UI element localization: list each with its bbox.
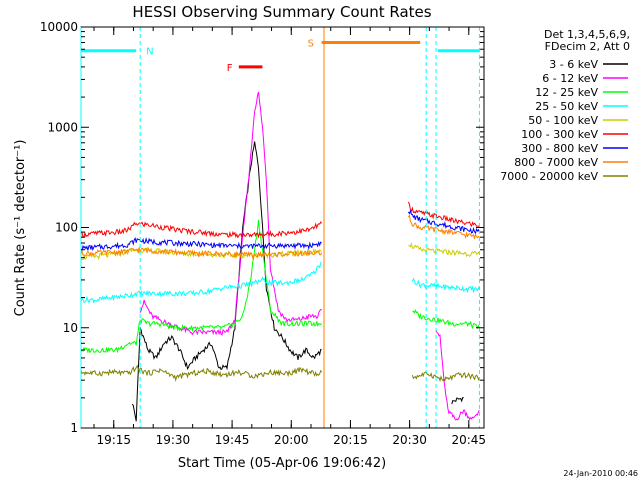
series-line-segment xyxy=(408,242,480,258)
flag-label: S xyxy=(308,39,314,50)
series-line-segment xyxy=(80,261,322,304)
series-line-segment xyxy=(411,370,480,383)
legend-label: 25 - 50 keV xyxy=(535,100,598,113)
legend-label: 3 - 6 keV xyxy=(549,58,598,71)
x-tick-label: 20:00 xyxy=(274,433,309,447)
series-line-segment xyxy=(435,330,480,421)
series-line-segment xyxy=(131,141,322,422)
legend-label: 7000 - 20000 keV xyxy=(500,170,598,183)
series-line-segment xyxy=(407,209,480,235)
series-line-segment xyxy=(81,237,322,252)
flag-label: N xyxy=(146,47,153,58)
x-tick-label: 19:15 xyxy=(96,433,131,447)
legend-label: 800 - 7000 keV xyxy=(514,156,598,169)
plot-frame-layer: N F S xyxy=(81,27,480,428)
series-line-segment xyxy=(80,221,323,239)
series-7000-20000-kev xyxy=(80,364,480,383)
series-line-segment xyxy=(139,91,322,336)
x-tick-label: 19:30 xyxy=(156,433,191,447)
legend-header: Det 1,3,4,5,6,9, xyxy=(544,28,630,41)
series-line-segment xyxy=(411,277,480,294)
series-12-25-kev xyxy=(80,219,480,354)
legend-label: 6 - 12 keV xyxy=(542,72,598,85)
series-line-segment xyxy=(407,201,480,228)
y-tick-label: 10000 xyxy=(40,20,78,34)
legend-label: 50 - 100 keV xyxy=(528,114,598,127)
series-800-7000-kev xyxy=(80,214,480,260)
series-50-100-kev xyxy=(80,242,480,261)
series-line-segment xyxy=(80,246,323,260)
data-layer xyxy=(80,91,480,422)
series-line-segment xyxy=(412,309,480,330)
legend-label: 100 - 300 keV xyxy=(521,128,598,141)
series-3-6-kev xyxy=(131,141,464,422)
legend-label: 12 - 25 keV xyxy=(535,86,598,99)
y-tick-label: 10 xyxy=(63,321,78,335)
x-tick-label: 20:45 xyxy=(451,433,486,447)
series-line-segment xyxy=(80,219,322,354)
y-tick-label: 1 xyxy=(70,421,78,435)
series-100-300-kev xyxy=(80,201,480,239)
x-tick-label: 20:15 xyxy=(333,433,368,447)
series-300-800-kev xyxy=(81,209,480,252)
series-line-segment xyxy=(80,364,323,382)
legend-header: FDecim 2, Att 0 xyxy=(545,40,630,53)
axis-layer: 1 10 100 1000 10000 19:15 19:30 19:45 20:00 20:15… xyxy=(40,20,486,447)
series-line-segment xyxy=(407,214,480,240)
footer-date: 24-Jan-2010 00:46 xyxy=(563,469,638,478)
y-tick-label: 1000 xyxy=(47,120,78,134)
flag-label: F xyxy=(227,63,233,74)
legend: Det 1,3,4,5,6,9,FDecim 2, Att 0 3 - 6 keV… xyxy=(500,28,630,183)
series-line-segment xyxy=(451,397,464,405)
series-6-12-kev xyxy=(139,91,480,421)
x-axis-label: Start Time (05-Apr-06 19:06:42) xyxy=(178,456,386,471)
chart-title: HESSI Observing Summary Count Rates xyxy=(132,3,431,21)
x-tick-label: 20:30 xyxy=(392,433,427,447)
x-tick-label: 19:45 xyxy=(215,433,250,447)
y-tick-label: 100 xyxy=(55,221,78,235)
legend-label: 300 - 800 keV xyxy=(521,142,598,155)
series-25-50-kev xyxy=(80,261,480,304)
y-axis-label: Count Rate (s⁻¹ detector⁻¹) xyxy=(13,140,28,317)
